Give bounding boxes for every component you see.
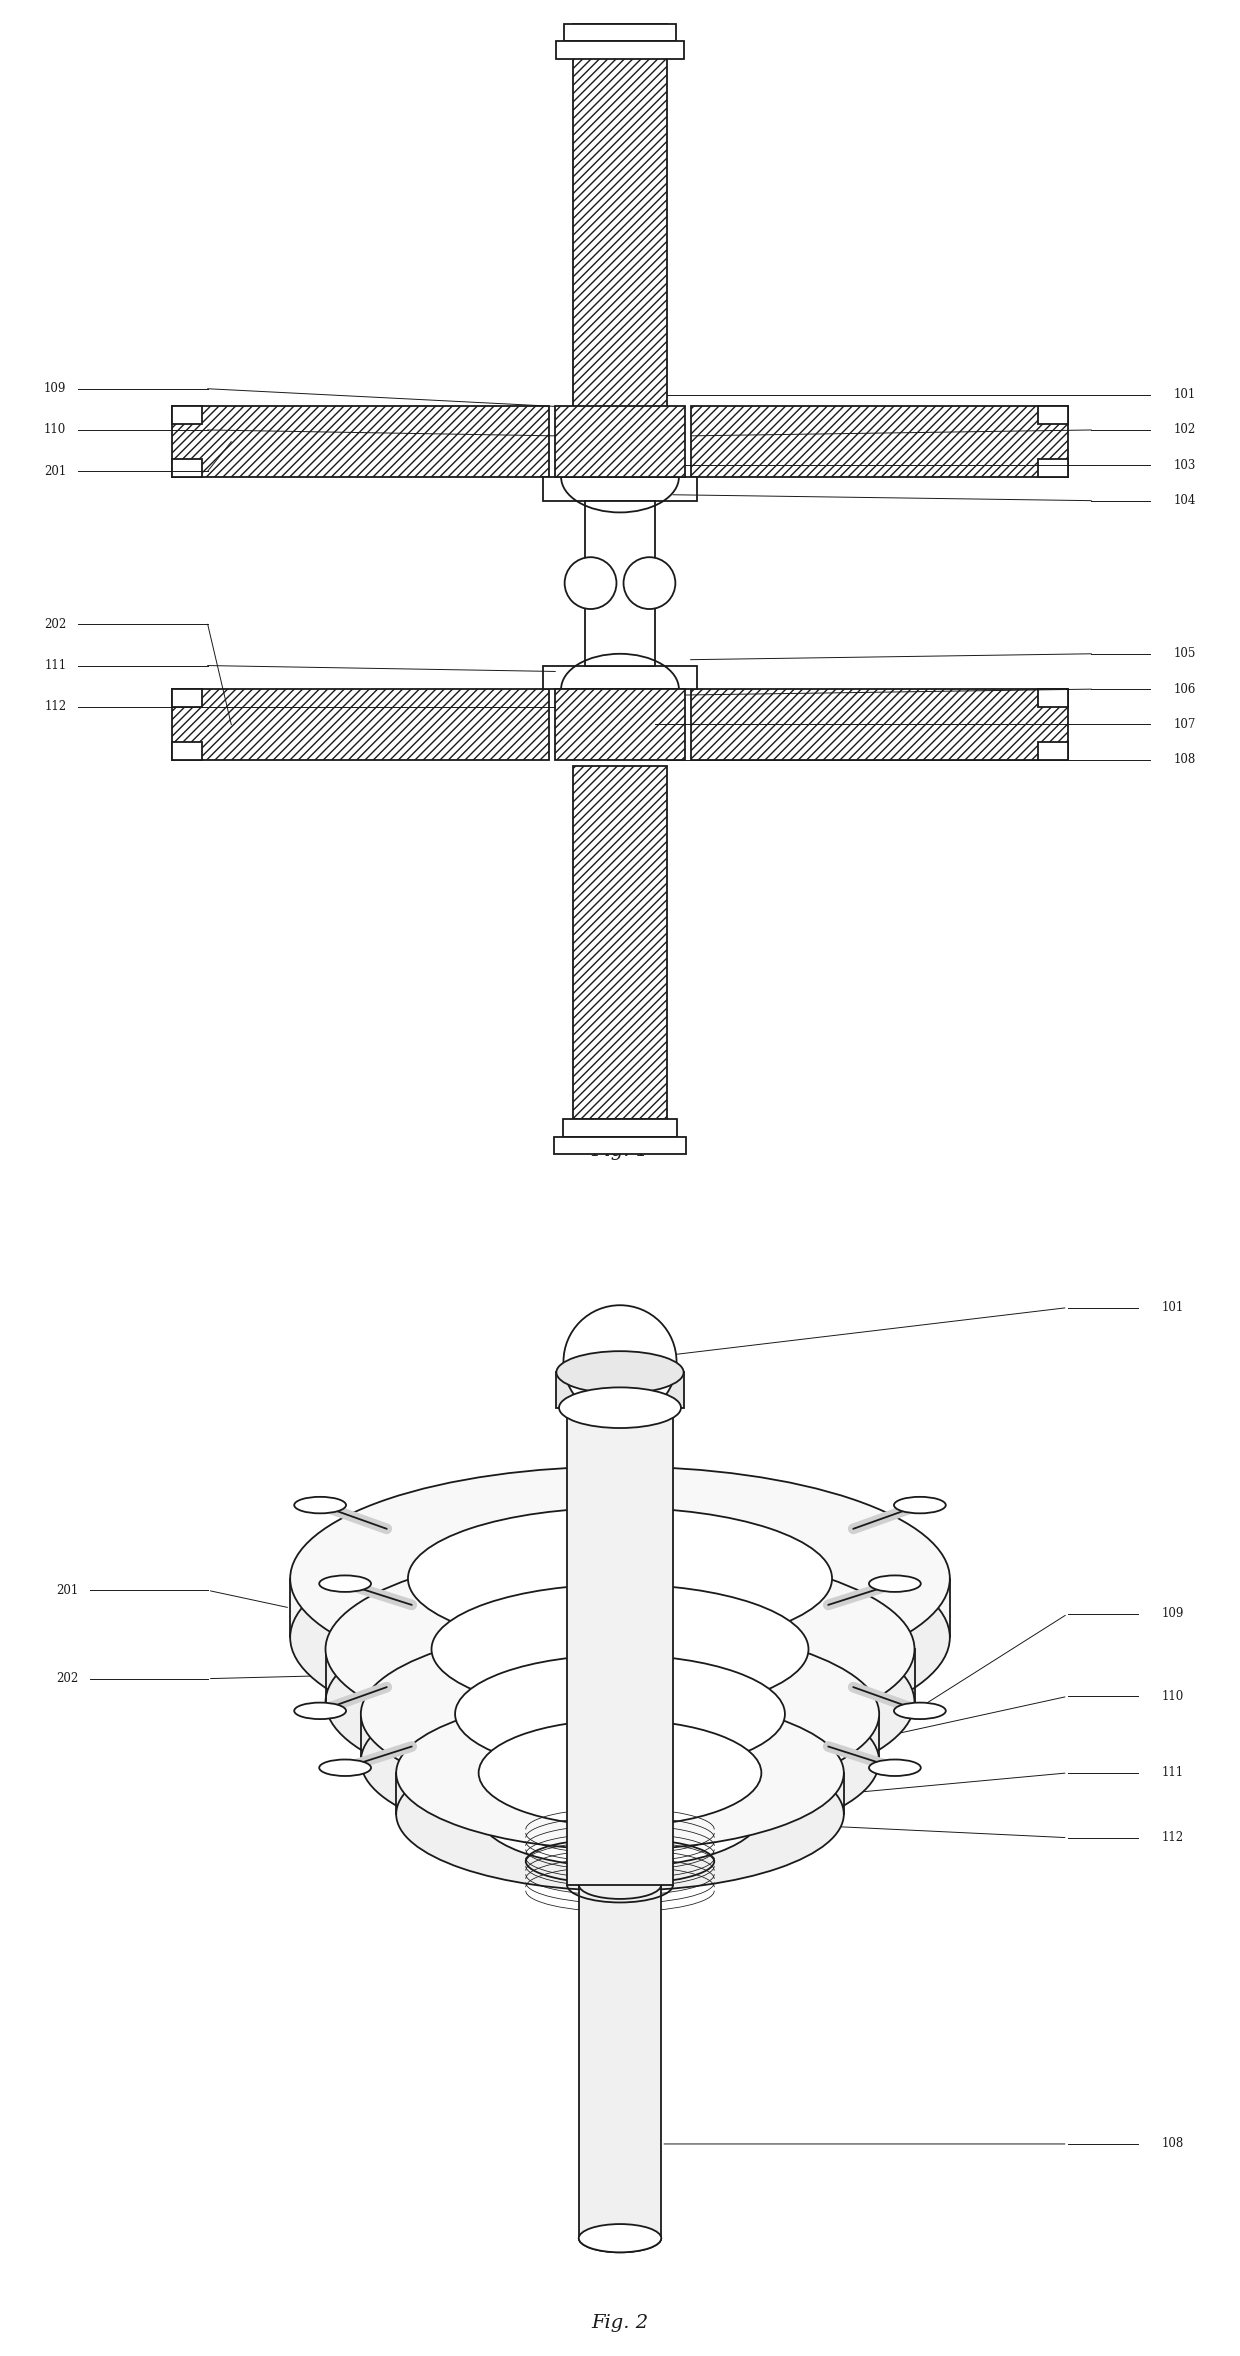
Ellipse shape	[408, 1567, 832, 1708]
Ellipse shape	[397, 1696, 843, 1849]
Ellipse shape	[432, 1586, 808, 1715]
Text: Fig. 1: Fig. 1	[591, 1143, 649, 1159]
Ellipse shape	[290, 1465, 950, 1692]
Ellipse shape	[432, 1637, 808, 1767]
Ellipse shape	[294, 1703, 346, 1720]
Ellipse shape	[325, 1602, 915, 1802]
Ellipse shape	[894, 1496, 946, 1513]
Bar	[172, 405, 202, 424]
Bar	[172, 742, 202, 759]
Text: 110: 110	[45, 424, 67, 436]
Ellipse shape	[579, 1871, 661, 1899]
Ellipse shape	[479, 1720, 761, 1826]
Text: 111: 111	[1162, 1767, 1184, 1779]
Text: 112: 112	[1162, 1831, 1184, 1845]
Bar	[361, 1715, 879, 1762]
Bar	[1038, 742, 1068, 759]
Ellipse shape	[894, 1703, 946, 1720]
Text: 104: 104	[1173, 495, 1197, 507]
Bar	[554, 1138, 686, 1154]
Bar	[556, 42, 684, 59]
Text: 110: 110	[1162, 1689, 1184, 1703]
Bar	[691, 688, 1068, 759]
Bar	[543, 478, 697, 502]
Ellipse shape	[559, 1388, 681, 1428]
Bar	[579, 1885, 661, 2238]
Bar	[567, 1390, 673, 1885]
Bar	[325, 1649, 915, 1701]
Ellipse shape	[294, 1496, 346, 1513]
Bar	[564, 24, 676, 42]
Ellipse shape	[397, 1739, 843, 1890]
Circle shape	[564, 558, 616, 610]
Bar	[557, 1371, 683, 1409]
Bar	[1038, 459, 1068, 478]
Text: 112: 112	[45, 700, 67, 714]
Text: 109: 109	[1162, 1607, 1184, 1621]
Bar	[556, 688, 684, 759]
Bar	[691, 408, 1068, 478]
Ellipse shape	[563, 1305, 677, 1418]
Text: 108: 108	[1173, 754, 1195, 766]
Circle shape	[624, 558, 676, 610]
Text: 101: 101	[1173, 389, 1195, 401]
Bar	[585, 502, 655, 667]
Bar	[1038, 688, 1068, 707]
Text: 101: 101	[1162, 1301, 1184, 1315]
Ellipse shape	[567, 1371, 673, 1409]
Text: 109: 109	[43, 382, 67, 396]
Text: Fig. 2: Fig. 2	[591, 2314, 649, 2332]
Ellipse shape	[455, 1654, 785, 1772]
Ellipse shape	[319, 1760, 371, 1776]
Ellipse shape	[455, 1701, 785, 1819]
Ellipse shape	[361, 1626, 879, 1802]
Bar	[556, 408, 684, 478]
Text: 106: 106	[1173, 683, 1197, 695]
Ellipse shape	[319, 1576, 371, 1593]
Bar	[543, 667, 697, 690]
Bar	[290, 1579, 950, 1637]
Text: 111: 111	[45, 660, 67, 671]
Text: 202: 202	[56, 1673, 78, 1685]
Bar	[172, 688, 202, 707]
Bar	[573, 24, 667, 412]
Ellipse shape	[479, 1762, 761, 1866]
Ellipse shape	[869, 1760, 921, 1776]
Bar	[172, 459, 202, 478]
Text: 202: 202	[45, 617, 67, 631]
Text: 105: 105	[1173, 648, 1197, 660]
Ellipse shape	[325, 1550, 915, 1748]
Bar	[172, 408, 549, 478]
Bar	[1038, 405, 1068, 424]
Ellipse shape	[557, 1352, 683, 1392]
Text: 108: 108	[1162, 2137, 1184, 2151]
Text: 201: 201	[56, 1583, 78, 1597]
Bar	[573, 766, 667, 1119]
Ellipse shape	[361, 1673, 879, 1849]
Ellipse shape	[869, 1576, 921, 1593]
Text: 102: 102	[1173, 424, 1195, 436]
Ellipse shape	[408, 1508, 832, 1649]
Ellipse shape	[579, 2224, 661, 2252]
Bar	[563, 1119, 677, 1138]
Text: 201: 201	[45, 464, 67, 478]
Text: 107: 107	[1173, 719, 1197, 730]
Bar	[172, 688, 549, 759]
Text: 103: 103	[1173, 459, 1197, 471]
Ellipse shape	[290, 1527, 950, 1748]
Bar	[397, 1772, 843, 1814]
